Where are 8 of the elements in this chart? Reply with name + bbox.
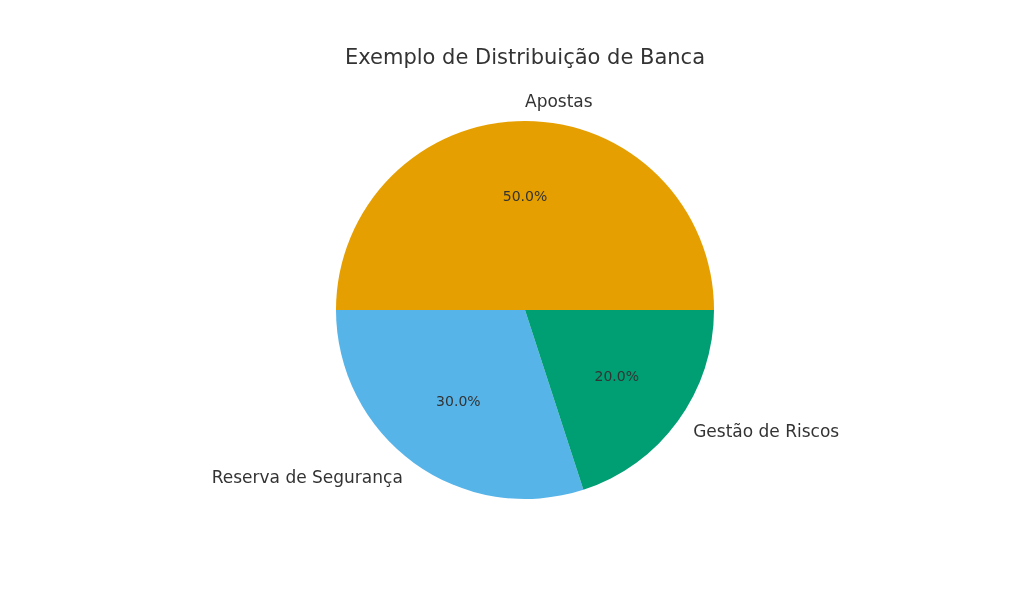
slice-label: Reserva de Segurança (211, 467, 403, 488)
data-label: 20.0% (594, 367, 639, 384)
data-label: 30.0% (436, 392, 481, 409)
slice-label: Gestão de Riscos (693, 421, 840, 442)
chart-title: Exemplo de Distribuição de Banca (344, 45, 706, 69)
data-label: 50.0% (502, 187, 548, 204)
slice-label: Apostas (525, 91, 593, 112)
pie-slice (336, 121, 714, 310)
